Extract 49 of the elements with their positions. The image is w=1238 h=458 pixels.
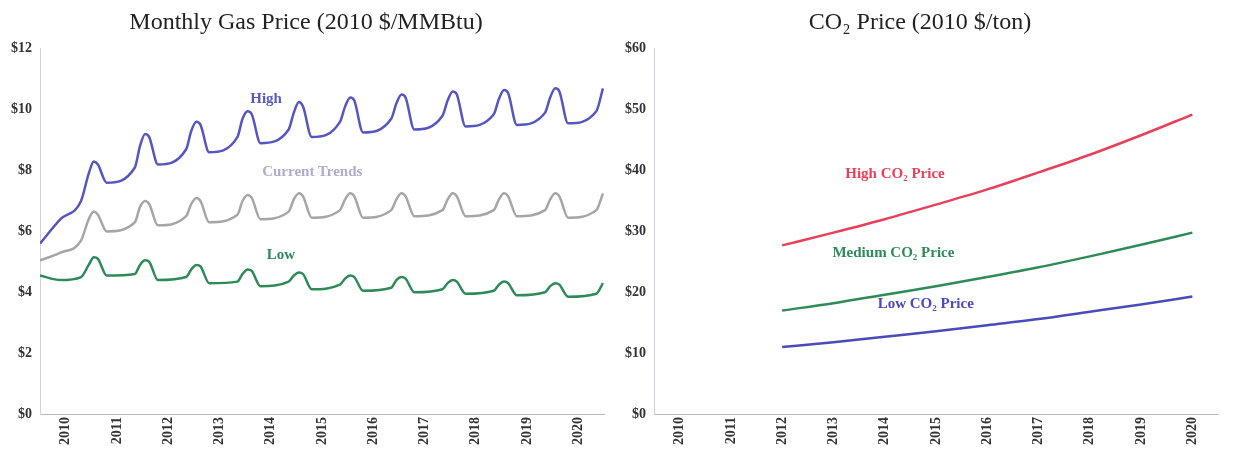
x-tick-label: 2010	[671, 417, 687, 445]
series-label: Low CO₂ Price	[877, 295, 975, 312]
x-tick-label: 2013	[211, 417, 227, 445]
x-tick-label: 2010	[57, 417, 73, 445]
series-label: Medium CO₂ Price	[832, 244, 955, 261]
x-tick-label: 2011	[108, 417, 124, 445]
x-tick-label: 2020	[569, 417, 585, 445]
x-tick-label: 2014	[262, 417, 278, 445]
chart-title: Monthly Gas Price (2010 $/MMBtu)	[129, 7, 483, 34]
y-tick-label: $10	[11, 101, 32, 117]
x-tick-label: 2012	[159, 417, 175, 445]
x-tick-label: 2013	[825, 417, 841, 445]
y-tick-label: $0	[632, 405, 646, 421]
y-tick-label: $40	[625, 162, 646, 178]
line-series	[40, 192, 604, 262]
series-label: High CO₂ Price	[845, 165, 946, 182]
x-tick-label: 2015	[927, 417, 943, 445]
chart-title: CO₂ Price (2010 $/ton)	[808, 7, 1032, 34]
y-tick-label: $0	[18, 405, 32, 421]
x-tick-label: 2019	[518, 417, 534, 445]
x-tick-label: 2016	[364, 417, 380, 445]
series-label: High	[250, 90, 283, 107]
x-tick-label: 2019	[1132, 417, 1148, 445]
x-tick-label: 2015	[313, 417, 329, 445]
line-series	[780, 231, 1194, 312]
x-tick-label: 2014	[876, 417, 892, 445]
series-label: Current Trends	[262, 163, 363, 180]
x-tick-label: 2020	[1183, 417, 1199, 445]
line-series	[40, 87, 604, 245]
y-tick-label: $60	[625, 40, 646, 56]
y-tick-label: $20	[625, 283, 646, 299]
y-tick-label: $50	[625, 101, 646, 117]
x-tick-label: 2017	[1030, 417, 1046, 445]
x-tick-label: 2018	[467, 417, 483, 445]
line-series	[780, 113, 1194, 247]
x-tick-label: 2018	[1081, 417, 1097, 445]
x-tick-label: 2011	[722, 417, 738, 445]
y-tick-label: $6	[18, 223, 32, 239]
line-series	[780, 295, 1194, 349]
y-tick-label: $10	[625, 344, 646, 360]
y-tick-label: $4	[18, 283, 32, 299]
y-tick-label: $30	[625, 223, 646, 239]
x-tick-label: 2017	[416, 417, 432, 445]
y-tick-label: $8	[18, 162, 32, 178]
y-tick-label: $2	[18, 344, 32, 360]
x-tick-label: 2012	[773, 417, 789, 445]
y-tick-label: $12	[11, 40, 32, 56]
series-label: Low	[266, 245, 296, 262]
x-tick-label: 2016	[978, 417, 994, 445]
